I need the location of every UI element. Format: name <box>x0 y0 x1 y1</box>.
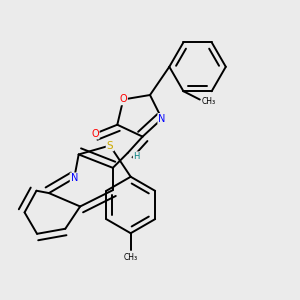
Text: CH₃: CH₃ <box>202 97 216 106</box>
Text: H: H <box>134 152 140 161</box>
Text: N: N <box>70 173 78 183</box>
Text: N: N <box>158 114 166 124</box>
Text: S: S <box>106 140 113 151</box>
Text: CH₃: CH₃ <box>124 254 138 262</box>
Text: O: O <box>91 129 99 139</box>
Text: O: O <box>119 94 127 104</box>
